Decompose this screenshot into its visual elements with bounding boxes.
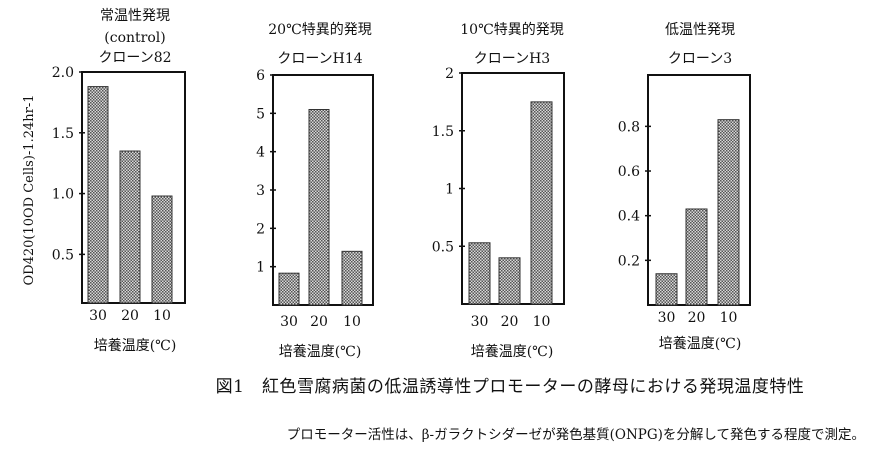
bar-10 [341,250,363,306]
y-axis-label: OD420(10OD Cells)-1.24hr-1 [22,94,37,285]
figure-note: プロモーター活性は、β-ガラクトシダーゼが発色基質(ONPG)を分解して発色する… [286,427,865,443]
x-tick-label: 20 [501,314,519,330]
y-tick-label: 2 [256,221,265,237]
chart-title-line: 常温性発現 [100,8,170,24]
x-axis-label: 培養温度(℃) [279,343,362,360]
bar-10 [530,101,553,305]
y-tick-label: 0.4 [618,209,640,225]
chart-title-line: (control) [104,30,165,46]
y-tick-label: 1.0 [52,187,74,203]
bar-10 [717,119,740,306]
y-tick-label: 5 [256,106,265,122]
y-tick-label: 6 [256,68,265,84]
chart-title-line: クローン3 [668,51,732,67]
x-tick-label: 30 [89,308,107,324]
y-tick-label: 0.6 [618,164,640,180]
bar-20 [119,150,141,304]
y-tick-label: 0.5 [432,239,454,255]
y-tick-label: 0.8 [618,119,640,135]
y-tick-label: 4 [256,145,265,161]
chart-title-line: 10℃特異的発現 [460,22,563,38]
x-tick-label: 10 [153,308,171,324]
x-tick-label: 20 [688,310,706,326]
bar-10 [151,195,173,304]
x-tick-label: 30 [658,310,676,326]
chart-title-line: 低温性発現 [665,22,735,38]
chart-title-line: 20℃特異的発現 [268,22,371,38]
x-tick-label: 20 [310,314,328,330]
chart-title-line: クローンH14 [277,51,362,67]
y-tick-label: 1 [445,182,454,198]
bar-20 [685,208,708,306]
y-tick-label: 2.0 [52,65,74,81]
x-tick-label: 20 [121,308,139,324]
bar-30 [278,272,300,306]
y-tick-label: 0.2 [618,253,640,269]
y-tick-label: 1.5 [432,124,454,140]
figure-caption: 図1 紅色雪腐病菌の低温誘導性プロモーターの酵母における発現温度特性 [215,377,805,397]
x-tick-label: 10 [533,314,551,330]
y-tick-label: 2 [445,66,454,82]
chart-title-line: クローンH3 [474,51,550,67]
x-axis-label: 培養温度(℃) [471,343,554,360]
y-tick-label: 1 [256,260,265,276]
y-tick-label: 1.5 [52,126,74,142]
chart-panel-1: 常温性発現 (control) クローン82 0.5 1.0 1.5 2.0 30 20 10 培養… [22,8,186,354]
x-tick-label: 30 [471,314,489,330]
y-tick-label: 0.5 [52,247,74,263]
bar-30 [468,242,491,305]
y-tick-label: 3 [256,183,265,199]
x-axis-label: 培養温度(℃) [94,337,177,354]
bar-20 [498,257,521,305]
bar-30 [87,86,109,304]
chart-title-line: クローン82 [98,50,171,66]
bar-20 [308,109,330,306]
x-axis-label: 培養温度(℃) [659,335,742,352]
x-tick-label: 10 [720,310,738,326]
bar-30 [655,273,678,306]
x-tick-label: 30 [280,314,298,330]
figure-plots: 常温性発現 (control) クローン82 0.5 1.0 1.5 2.0 30 20 10 培養… [22,8,751,360]
x-tick-label: 10 [343,314,361,330]
